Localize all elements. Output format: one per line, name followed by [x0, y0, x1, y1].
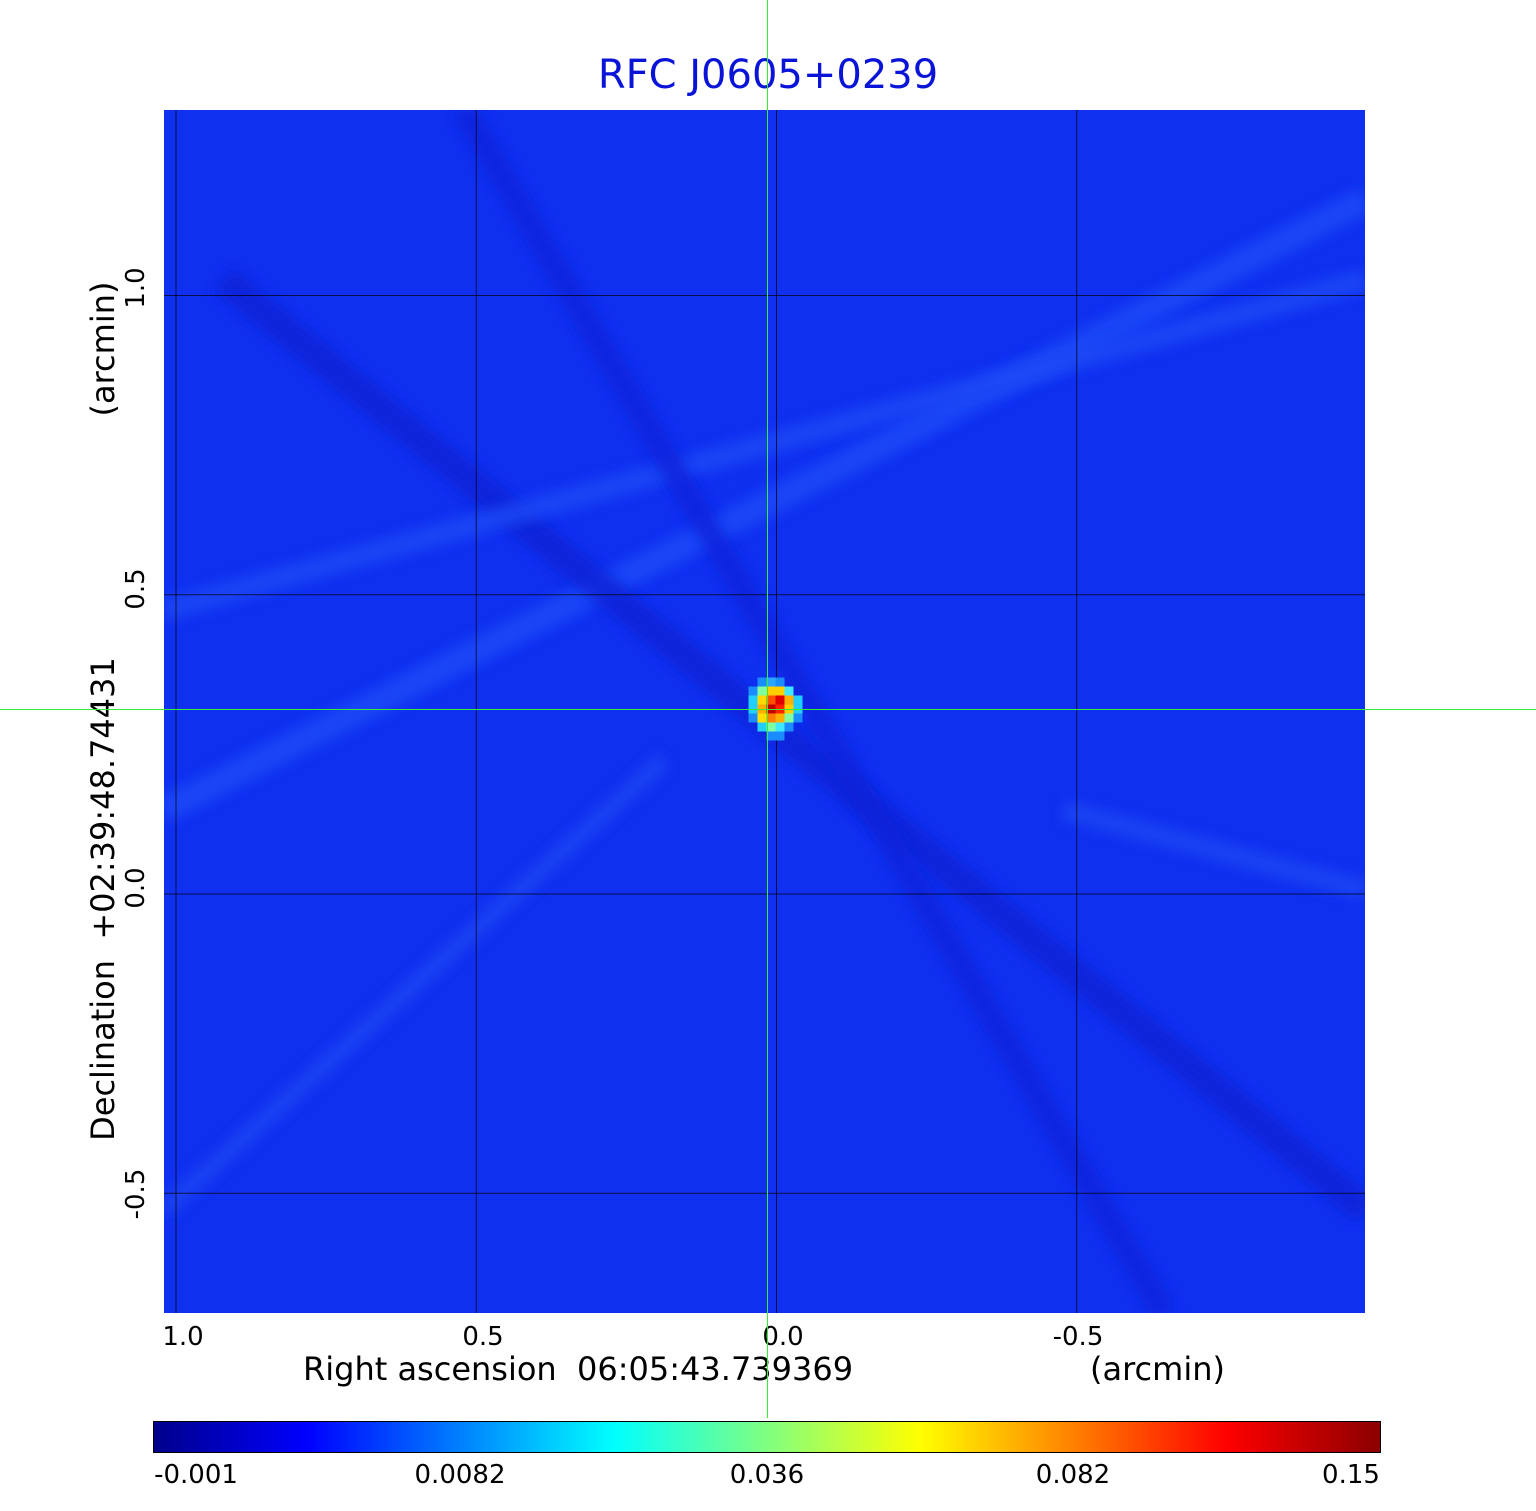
source-pixel [775, 713, 785, 723]
x-axis-unit: (arcmin) [1090, 1350, 1225, 1388]
image-artifact-streak [453, 110, 1175, 1313]
image-artifact-streak [164, 753, 671, 1217]
source-pixel [757, 722, 767, 732]
colorbar-tick-label: 0.15 [1322, 1460, 1380, 1490]
source-pixel [784, 713, 794, 723]
source-pixel [766, 677, 776, 687]
source-pixel [784, 695, 794, 705]
source-pixel [775, 731, 785, 741]
source-pixel [757, 686, 767, 696]
source-pixel [766, 713, 776, 723]
image-artifact-streak [164, 269, 1365, 621]
radio-image [164, 110, 1365, 1313]
y-tick-label: 0.0 [121, 867, 151, 909]
source-pixel [775, 677, 785, 687]
source-pixel [793, 695, 803, 705]
x-tick-label: -0.5 [1052, 1322, 1104, 1352]
y-axis-unit: (arcmin) [84, 281, 122, 417]
image-artifact-streak [214, 268, 1365, 1222]
source-pixel [766, 731, 776, 741]
source-pixel [784, 686, 794, 696]
source-pixel [775, 686, 785, 696]
source-pixel [748, 686, 758, 696]
colorbar-tick-label: -0.001 [154, 1460, 238, 1490]
source-pixel [748, 713, 758, 723]
colorbar-tick-label: 0.0082 [414, 1460, 506, 1490]
source-pixel [766, 695, 776, 705]
source-pixel [757, 677, 767, 687]
colorbar-tick-label: 0.082 [1035, 1460, 1111, 1490]
y-axis-label: Declination +02:39:48.74431 [84, 657, 122, 1141]
colorbar-tick-label: 0.036 [729, 1460, 805, 1490]
source-pixel [784, 722, 794, 732]
image-artifact-streak [1061, 800, 1365, 900]
y-tick-label: 1.0 [121, 267, 151, 309]
radio-image-canvas [164, 110, 1365, 1313]
plot-title: RFC J0605+0239 [597, 52, 939, 98]
source-pixel [775, 695, 785, 705]
crosshair-horizontal [0, 709, 1536, 710]
source-pixel [757, 713, 767, 723]
source-pixel [775, 722, 785, 732]
source-pixel [757, 695, 767, 705]
source-pixel [766, 722, 776, 732]
y-tick-label: -0.5 [121, 1168, 151, 1220]
colorbar [153, 1421, 1381, 1453]
x-tick-label: 0.0 [762, 1322, 804, 1352]
x-tick-label: 1.0 [162, 1322, 204, 1352]
image-artifact-streak [164, 188, 1365, 822]
source-pixel [793, 713, 803, 723]
y-tick-label: 0.5 [121, 568, 151, 610]
source-pixel [766, 686, 776, 696]
x-axis-label: Right ascension 06:05:43.739369 [303, 1350, 854, 1388]
source-pixel [748, 695, 758, 705]
x-tick-label: 0.5 [462, 1322, 504, 1352]
